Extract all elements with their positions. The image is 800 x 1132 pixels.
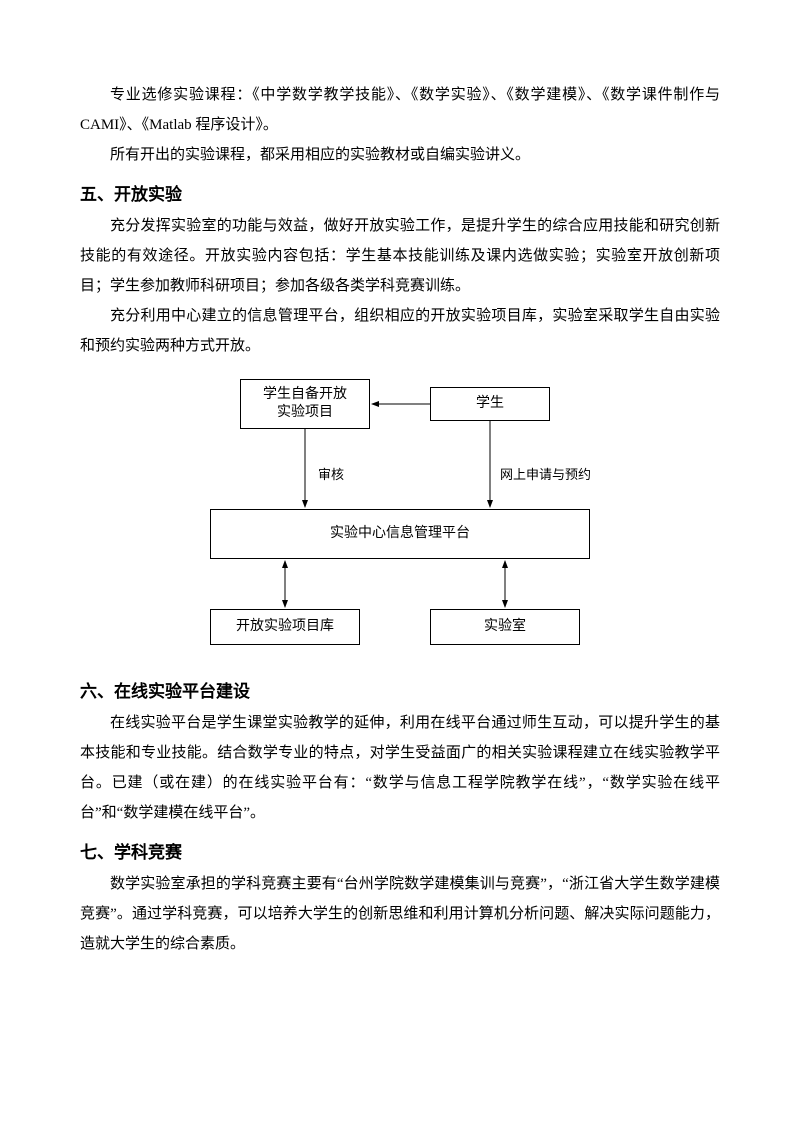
- paragraph-textbooks: 所有开出的实验课程，都采用相应的实验教材或自编实验讲义。: [80, 140, 720, 170]
- flow-node-lab: 实验室: [430, 609, 580, 645]
- open-lab-flowchart: 学生自备开放 实验项目 学生 实验中心信息管理平台 开放实验项目库 实验室 审核…: [170, 379, 630, 659]
- paragraph-elective-courses: 专业选修实验课程：《中学数学教学技能》、《数学实验》、《数学建模》、《数学课件制…: [80, 80, 720, 140]
- paragraph-open-lab-1: 充分发挥实验室的功能与效益，做好开放实验工作，是提升学生的综合应用技能和研究创新…: [80, 211, 720, 301]
- flow-node-self-prepared: 学生自备开放 实验项目: [240, 379, 370, 429]
- paragraph-competition: 数学实验室承担的学科竞赛主要有“台州学院数学建模集训与竞赛”，“浙江省大学生数学…: [80, 869, 720, 959]
- heading-section-7: 七、学科竞赛: [80, 838, 720, 863]
- flow-label-apply: 网上申请与预约: [500, 464, 591, 483]
- paragraph-open-lab-2: 充分利用中心建立的信息管理平台，组织相应的开放实验项目库，实验室采取学生自由实验…: [80, 301, 720, 361]
- paragraph-online-platform: 在线实验平台是学生课堂实验教学的延伸，利用在线平台通过师生互动，可以提升学生的基…: [80, 708, 720, 828]
- flow-node-project-library: 开放实验项目库: [210, 609, 360, 645]
- flow-label-audit: 审核: [318, 464, 344, 483]
- document-page: 专业选修实验课程：《中学数学教学技能》、《数学实验》、《数学建模》、《数学课件制…: [0, 0, 800, 1019]
- flow-node-platform: 实验中心信息管理平台: [210, 509, 590, 559]
- heading-section-5: 五、开放实验: [80, 180, 720, 205]
- flow-node-student: 学生: [430, 387, 550, 421]
- heading-section-6: 六、在线实验平台建设: [80, 677, 720, 702]
